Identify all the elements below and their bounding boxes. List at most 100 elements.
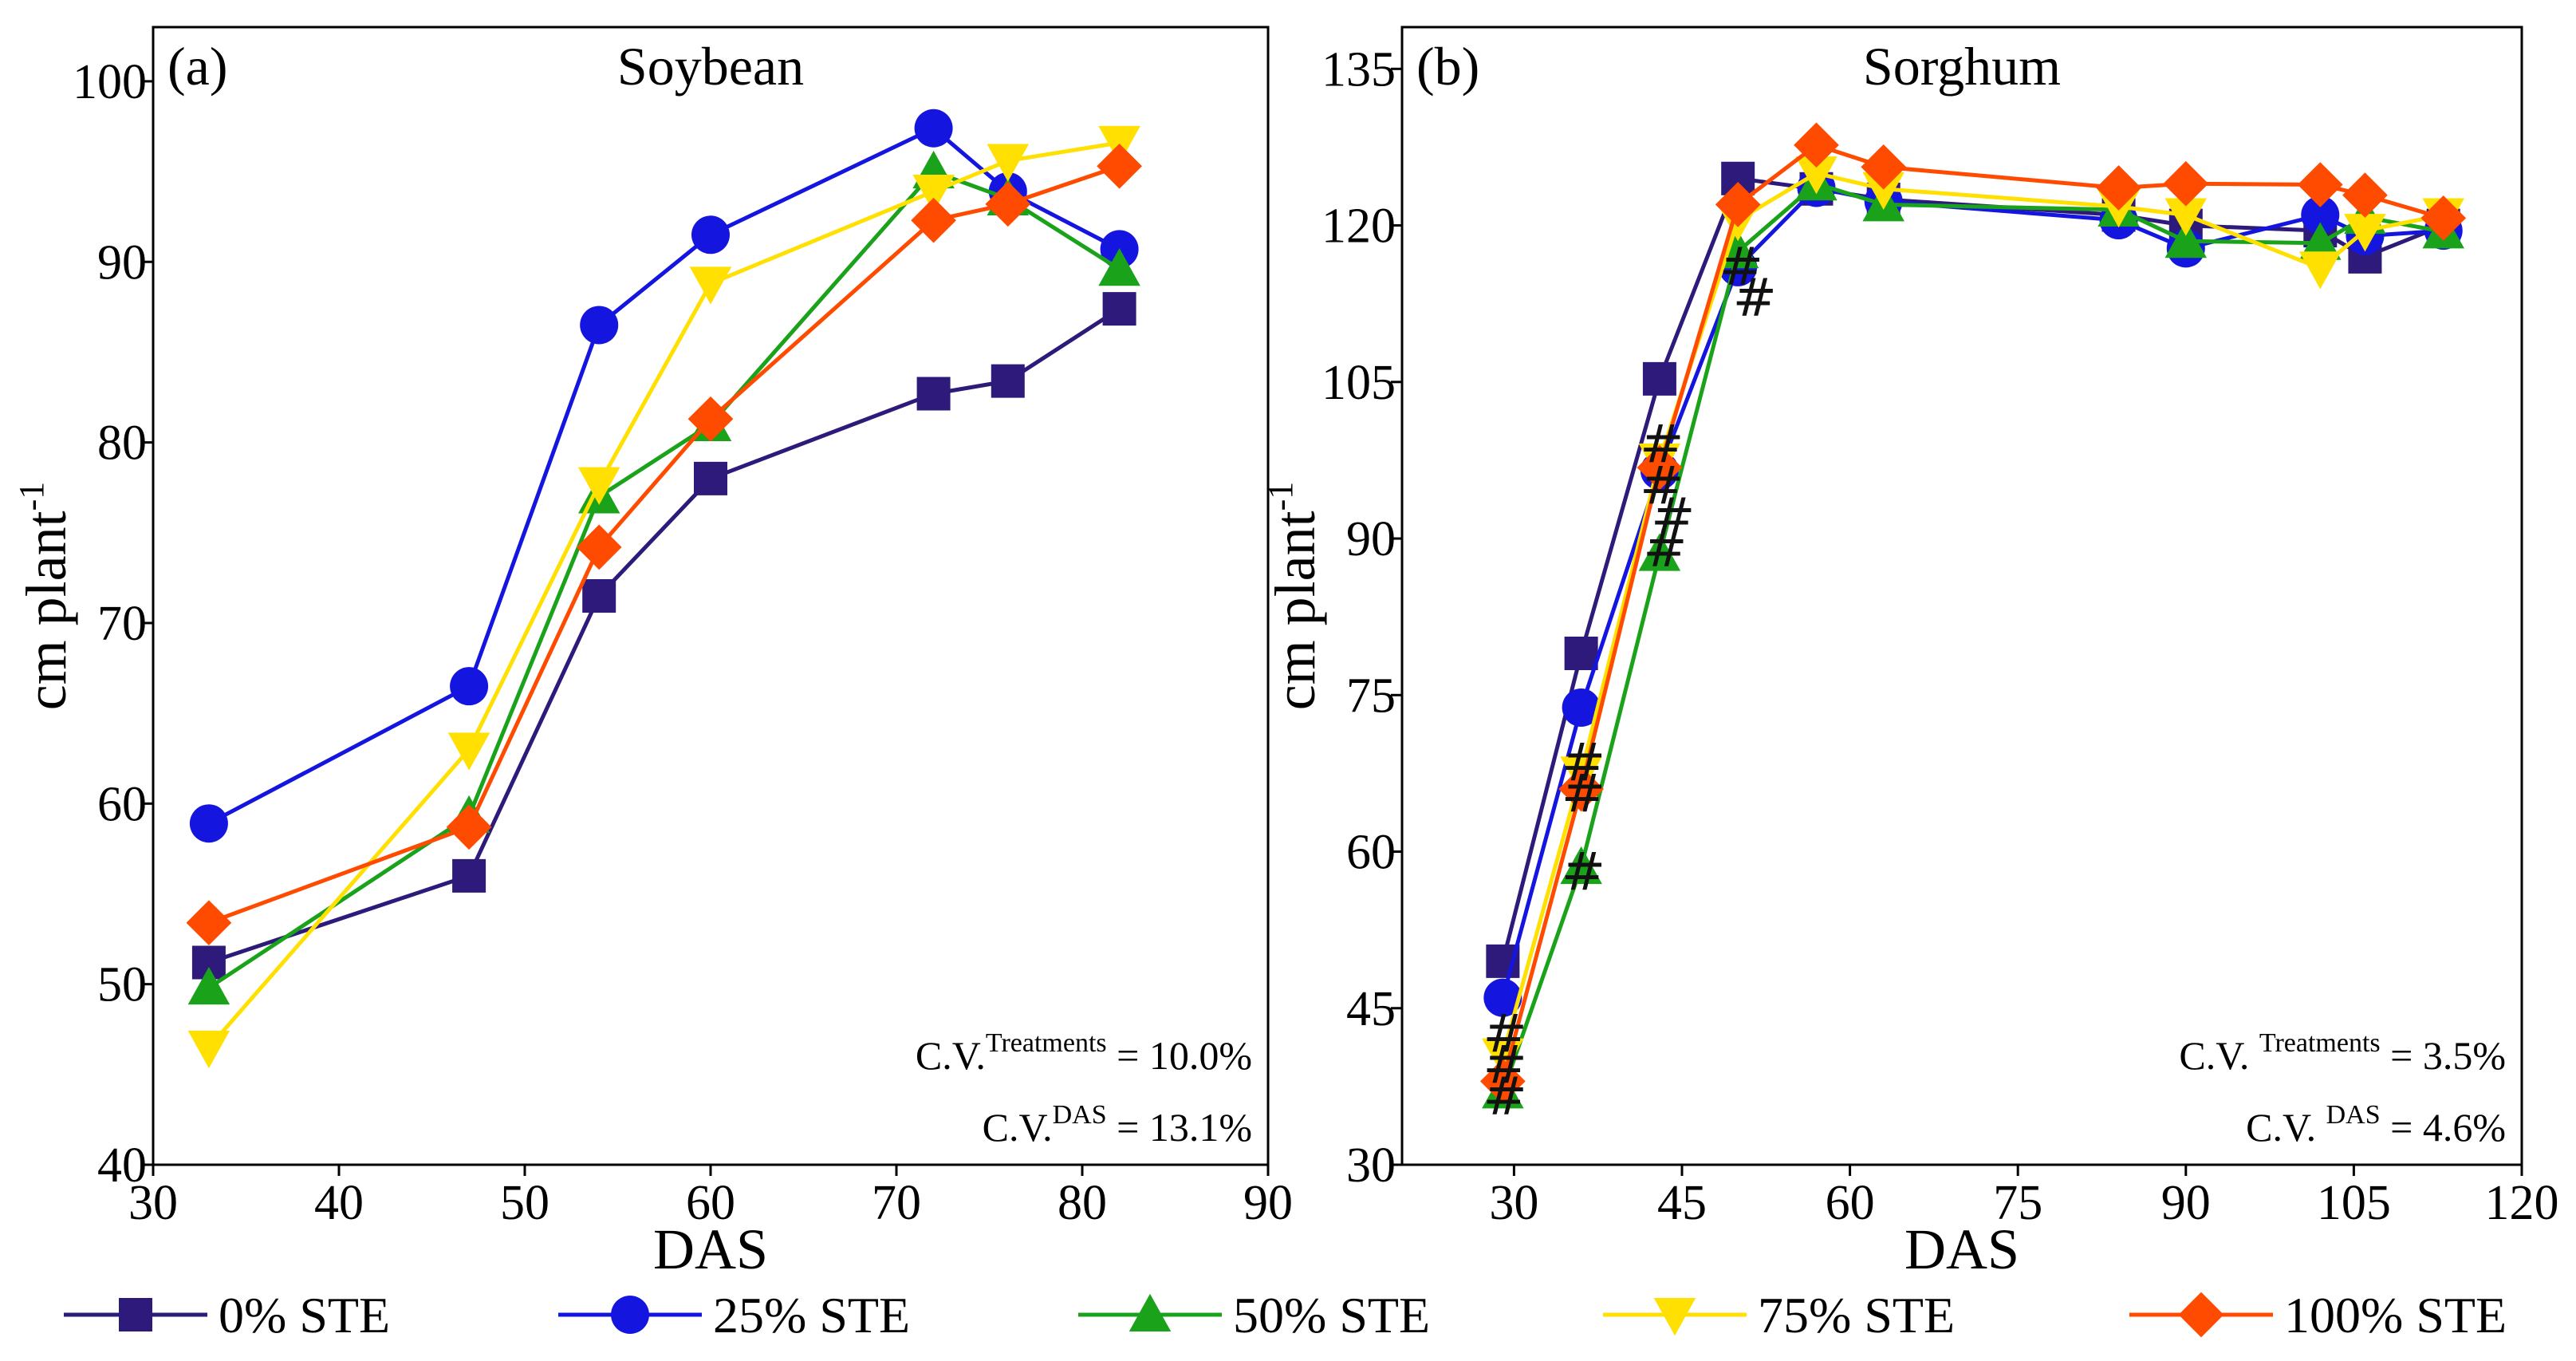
- y-tick-label: 50: [97, 958, 147, 1012]
- y-axis-label-superscript: -1: [12, 482, 51, 511]
- series-s50: [1482, 162, 2464, 1109]
- data-point: [1642, 361, 1676, 396]
- significance-mark: #: [1640, 456, 1684, 517]
- data-point: [2163, 160, 2209, 207]
- data-point: [2301, 195, 2340, 235]
- data-point: [916, 377, 951, 411]
- data-point: [914, 108, 953, 148]
- legend-item-s25: 25% STE: [558, 1287, 910, 1343]
- data-point: [911, 197, 956, 243]
- data-point: [1562, 688, 1601, 727]
- legend-marker: [611, 1296, 649, 1334]
- data-point: [1861, 144, 1907, 190]
- data-point: [2297, 162, 2343, 207]
- y-tick-label: 60: [97, 777, 147, 831]
- series-line: [207, 169, 1121, 990]
- series-line: [207, 140, 1120, 1049]
- data-point: [689, 266, 732, 305]
- data-point: [991, 364, 1025, 398]
- data-point: [1794, 122, 1839, 168]
- significance-mark: #: [1651, 487, 1695, 548]
- series-s25: [189, 108, 1139, 843]
- legend: 0% STE 25% STE 50% STE 75% STE 100% STE: [64, 1287, 2507, 1343]
- data-point: [912, 174, 955, 213]
- series-s100: [186, 143, 1142, 946]
- data-point: [576, 524, 622, 570]
- data-point: [1637, 444, 1683, 491]
- data-point: [1564, 636, 1598, 670]
- significance-mark: #: [1562, 732, 1605, 793]
- x-tick-label: 50: [500, 1176, 549, 1230]
- legend-item-s100: 100% STE: [2129, 1287, 2507, 1343]
- data-point: [1098, 248, 1140, 286]
- series-line: [1500, 186, 2444, 999]
- legend-item-s50: 50% STE: [1078, 1287, 1430, 1343]
- significance-mark: #: [1562, 842, 1605, 903]
- legend-marker: [2178, 1292, 2224, 1338]
- y-tick-label: 60: [1346, 826, 1396, 880]
- data-point: [1862, 172, 1904, 211]
- x-tick-label: 80: [1058, 1176, 1107, 1230]
- data-point: [582, 579, 616, 613]
- data-point: [2164, 219, 2208, 258]
- significance-mark: #: [1562, 763, 1605, 825]
- data-point: [2344, 214, 2386, 252]
- series-line: [1501, 181, 2444, 1093]
- data-point: [1795, 156, 1837, 195]
- x-tick-label: 30: [128, 1176, 178, 1230]
- legend-marker: [119, 1298, 152, 1331]
- y-axis-label: cm plant-1: [12, 482, 78, 711]
- significance-mark: #: [1483, 1003, 1527, 1064]
- data-point: [1102, 292, 1136, 326]
- y-tick-label: 45: [1346, 982, 1396, 1036]
- data-point: [187, 966, 230, 1005]
- data-point: [191, 945, 226, 980]
- data-point: [2299, 251, 2342, 290]
- significance-mark: #: [1640, 413, 1684, 475]
- x-tick-label: 90: [1243, 1176, 1293, 1230]
- x-tick-label: 40: [314, 1176, 364, 1230]
- data-point: [1097, 143, 1142, 189]
- data-point: [1480, 1058, 1526, 1104]
- data-point: [450, 667, 489, 706]
- panel-sorghum: 30 45 60 75 90 105 120 30 45 60 75 90 105 120 135 DAS cm…: [1261, 26, 2559, 1281]
- y-tick-label: 75: [1346, 669, 1396, 723]
- data-point: [577, 467, 620, 505]
- legend-label: 100% STE: [2284, 1287, 2507, 1343]
- significance-mark: #: [1643, 518, 1687, 579]
- x-axis-label: DAS: [1904, 1217, 2019, 1281]
- data-point: [1715, 182, 1761, 227]
- x-tick-label: 45: [1657, 1176, 1707, 1230]
- y-tick-label: 80: [97, 416, 147, 471]
- cv-treatments: C.V. Treatments = 3.5%: [2179, 1028, 2506, 1078]
- legend-label: 75% STE: [1758, 1287, 1955, 1343]
- data-point: [189, 804, 228, 843]
- y-tick-label: 90: [97, 235, 147, 290]
- y-axis-label: cm plant-1: [1261, 482, 1327, 711]
- series-line: [207, 126, 1121, 826]
- panel-tag: (a): [167, 36, 227, 97]
- plot-frame: [152, 26, 1270, 1166]
- data-point: [1483, 978, 1522, 1017]
- data-point: [2299, 222, 2342, 260]
- data-point: [2420, 195, 2467, 241]
- y-tick-label: 105: [1321, 356, 1396, 410]
- cv-das: C.V. DAS = 4.6%: [2246, 1100, 2506, 1150]
- data-point: [1638, 533, 1681, 571]
- data-point: [580, 306, 619, 345]
- series-s75: [1482, 156, 2464, 1076]
- x-tick-label: 70: [872, 1176, 921, 1230]
- legend-item-s0: 0% STE: [64, 1287, 390, 1343]
- legend-marker: [1653, 1298, 1696, 1336]
- x-tick-label: 60: [686, 1176, 735, 1230]
- data-point: [2164, 198, 2208, 236]
- y-tick-label: 100: [73, 55, 147, 109]
- y-tick-label: 30: [1346, 1138, 1396, 1193]
- data-point: [2096, 165, 2141, 211]
- data-point: [446, 804, 492, 850]
- x-tick-label: 75: [1993, 1176, 2042, 1230]
- significance-mark: #: [1719, 236, 1763, 298]
- legend-label: 0% STE: [219, 1287, 390, 1343]
